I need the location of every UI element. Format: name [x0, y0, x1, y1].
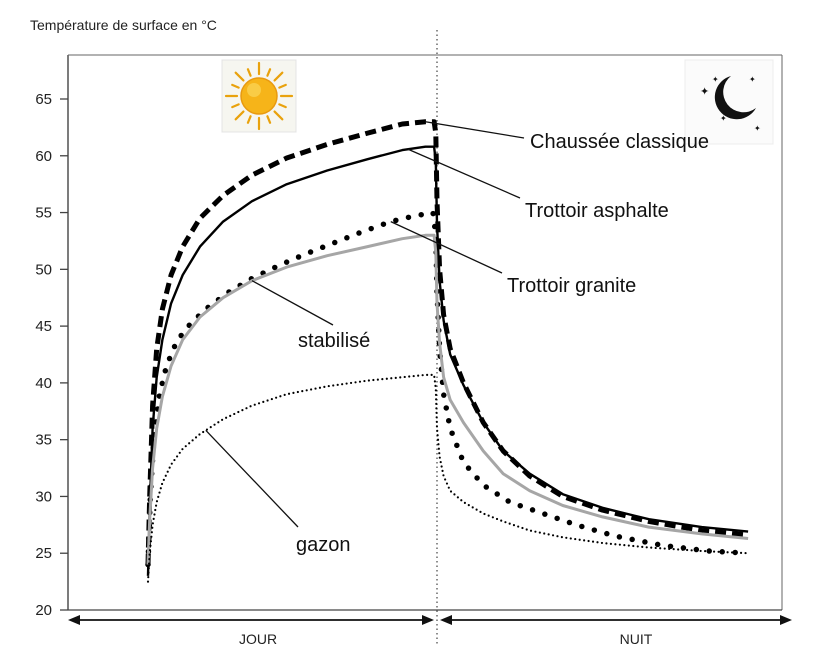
day-period-label: JOUR	[239, 631, 277, 647]
y-axis-label: Température de surface en °C	[30, 17, 217, 33]
y-tick-label: 35	[35, 432, 52, 449]
y-ticks: 20 25 30 35 40 45 50 55 60 65	[35, 91, 68, 619]
svg-text:✦: ✦	[700, 85, 709, 98]
annotation-layer: Chaussée classique Trottoir asphalte Trott…	[205, 121, 709, 556]
annotation-leader-line	[205, 429, 299, 528]
y-tick-label: 30	[35, 488, 52, 505]
annotation-label-trottoir-granite: Trottoir granite	[507, 275, 636, 297]
y-tick-label: 65	[35, 91, 52, 108]
series-layer	[145, 119, 751, 583]
annotation-leader-line	[251, 280, 334, 326]
series-line-trottoir-asphalte	[146, 145, 749, 576]
sun-icon	[221, 59, 297, 133]
night-arrow-left-head	[440, 615, 452, 625]
y-tick-label: 55	[35, 205, 52, 222]
annotation-leader-line	[407, 148, 521, 199]
y-tick-label: 40	[35, 375, 52, 392]
series-line-stabilise	[146, 233, 749, 565]
annotation-leader-line	[425, 121, 525, 139]
day-arrow-left-head	[68, 615, 80, 625]
y-tick-label: 45	[35, 318, 52, 335]
y-tick-label: 25	[35, 545, 52, 562]
annotation-label-chaussee-classique: Chaussée classique	[530, 131, 709, 153]
svg-text:✦: ✦	[712, 75, 719, 84]
svg-text:✦: ✦	[749, 75, 756, 84]
svg-text:✦: ✦	[720, 114, 727, 123]
night-period-label: NUIT	[620, 631, 653, 647]
series-line-gazon	[146, 373, 750, 583]
annotation-label-gazon: gazon	[296, 534, 351, 556]
series-line-trottoir-granite	[145, 209, 751, 568]
y-tick-label: 20	[35, 602, 52, 619]
annotation-leader-line	[390, 221, 503, 274]
moon-icon: ✦ ✦ ✦ ✦ ✦	[684, 59, 774, 145]
annotation-label-stabilise: stabilisé	[298, 330, 370, 352]
night-arrow-right-head	[780, 615, 792, 625]
y-tick-label: 50	[35, 261, 52, 278]
annotation-label-trottoir-asphalte: Trottoir asphalte	[525, 200, 669, 222]
y-tick-label: 60	[35, 148, 52, 165]
svg-text:✦: ✦	[754, 124, 761, 133]
day-arrow-right-head	[422, 615, 434, 625]
